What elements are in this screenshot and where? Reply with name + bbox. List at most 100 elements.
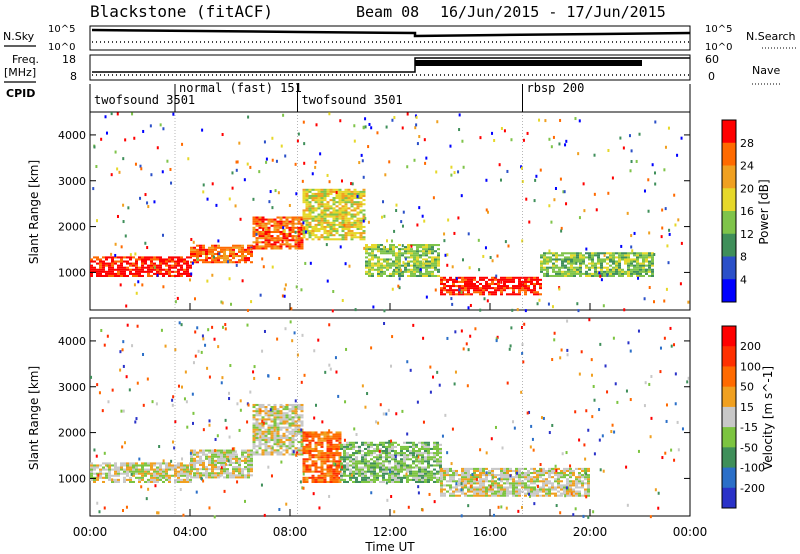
range-cell: [409, 445, 412, 448]
range-cell: [311, 205, 315, 208]
range-cell: [252, 430, 256, 433]
range-cell: [482, 285, 485, 288]
range-cell: [449, 293, 452, 296]
range-cell: [585, 256, 588, 259]
range-cell: [323, 199, 327, 202]
range-cell: [297, 420, 301, 423]
scatter-cell: [228, 277, 231, 281]
scatter-cell: [493, 513, 496, 517]
scatter-cell: [491, 259, 494, 263]
scatter-cell: [653, 171, 656, 175]
range-cell: [135, 264, 138, 267]
range-cell: [300, 224, 304, 227]
range-cell: [368, 262, 371, 265]
range-cell: [431, 252, 434, 255]
range-cell: [436, 447, 439, 450]
range-cell: [329, 234, 333, 237]
range-cell: [156, 258, 159, 261]
range-cell: [300, 241, 304, 244]
range-cell: [380, 272, 383, 275]
range-cell: [332, 190, 336, 193]
range-cell: [344, 209, 348, 212]
range-cell: [436, 480, 439, 483]
range-cell: [536, 490, 539, 493]
range-cell: [470, 467, 473, 470]
range-cell: [320, 190, 324, 193]
range-cell: [90, 466, 93, 469]
range-cell: [482, 276, 485, 279]
range-cell: [358, 462, 361, 465]
range-cell: [99, 268, 102, 271]
range-cell: [193, 248, 196, 251]
range-cell: [543, 262, 546, 265]
scatter-cell: [429, 390, 432, 394]
range-cell: [473, 474, 476, 477]
scatter-cell: [414, 126, 417, 130]
range-cell: [300, 445, 304, 448]
scatter-cell: [583, 209, 586, 213]
range-cell: [479, 291, 482, 294]
range-cell: [355, 441, 358, 444]
range-cell: [397, 470, 400, 473]
range-cell: [156, 474, 159, 477]
range-cell: [270, 412, 274, 415]
range-cell: [458, 490, 461, 493]
range-cell: [573, 258, 576, 261]
range-cell: [196, 255, 199, 258]
range-cell: [273, 237, 277, 240]
range-cell: [392, 252, 395, 255]
range-cell: [320, 194, 324, 198]
range-cell: [171, 264, 174, 267]
range-cell: [135, 258, 138, 261]
range-cell: [371, 256, 374, 259]
range-cell: [267, 451, 271, 454]
scatter-cell: [676, 153, 679, 157]
range-cell: [341, 190, 345, 193]
range-cell: [561, 266, 564, 269]
range-cell: [579, 274, 582, 277]
range-cell: [476, 285, 479, 288]
range-cell: [308, 447, 312, 450]
range-cell: [362, 199, 366, 202]
range-cell: [455, 285, 458, 288]
range-cell: [373, 466, 376, 469]
scatter-cell: [382, 200, 385, 204]
range-cell: [455, 480, 458, 483]
range-cell: [300, 432, 304, 435]
range-cell: [105, 468, 108, 471]
range-cell: [633, 260, 636, 263]
range-cell: [370, 462, 373, 465]
range-cell: [340, 456, 343, 459]
range-cell: [370, 450, 373, 453]
range-cell: [214, 472, 217, 475]
scatter-cell: [300, 288, 303, 292]
scatter-cell: [395, 412, 398, 416]
range-cell: [587, 488, 590, 491]
range-cell: [308, 190, 312, 193]
range-cell: [509, 276, 512, 279]
range-cell: [485, 282, 488, 286]
scatter-cell: [247, 403, 250, 407]
range-cell: [229, 246, 232, 249]
range-cell: [566, 490, 569, 493]
range-cell: [524, 478, 527, 481]
range-cell: [367, 460, 370, 463]
range-cell: [416, 262, 419, 265]
range-cell: [276, 441, 280, 444]
range-cell: [196, 250, 199, 253]
range-cell: [365, 260, 368, 263]
range-cell: [335, 445, 339, 448]
range-cell: [180, 268, 183, 271]
range-cell: [572, 490, 575, 493]
range-cell: [270, 426, 274, 429]
scatter-cell: [290, 307, 293, 311]
range-cell: [473, 486, 476, 489]
scatter-cell: [566, 353, 569, 357]
range-cell: [111, 270, 114, 273]
range-cell: [329, 445, 333, 448]
range-cell: [524, 472, 527, 475]
range-cell: [470, 494, 473, 497]
range-cell: [383, 266, 386, 269]
range-cell: [355, 445, 358, 448]
range-cell: [186, 272, 189, 275]
